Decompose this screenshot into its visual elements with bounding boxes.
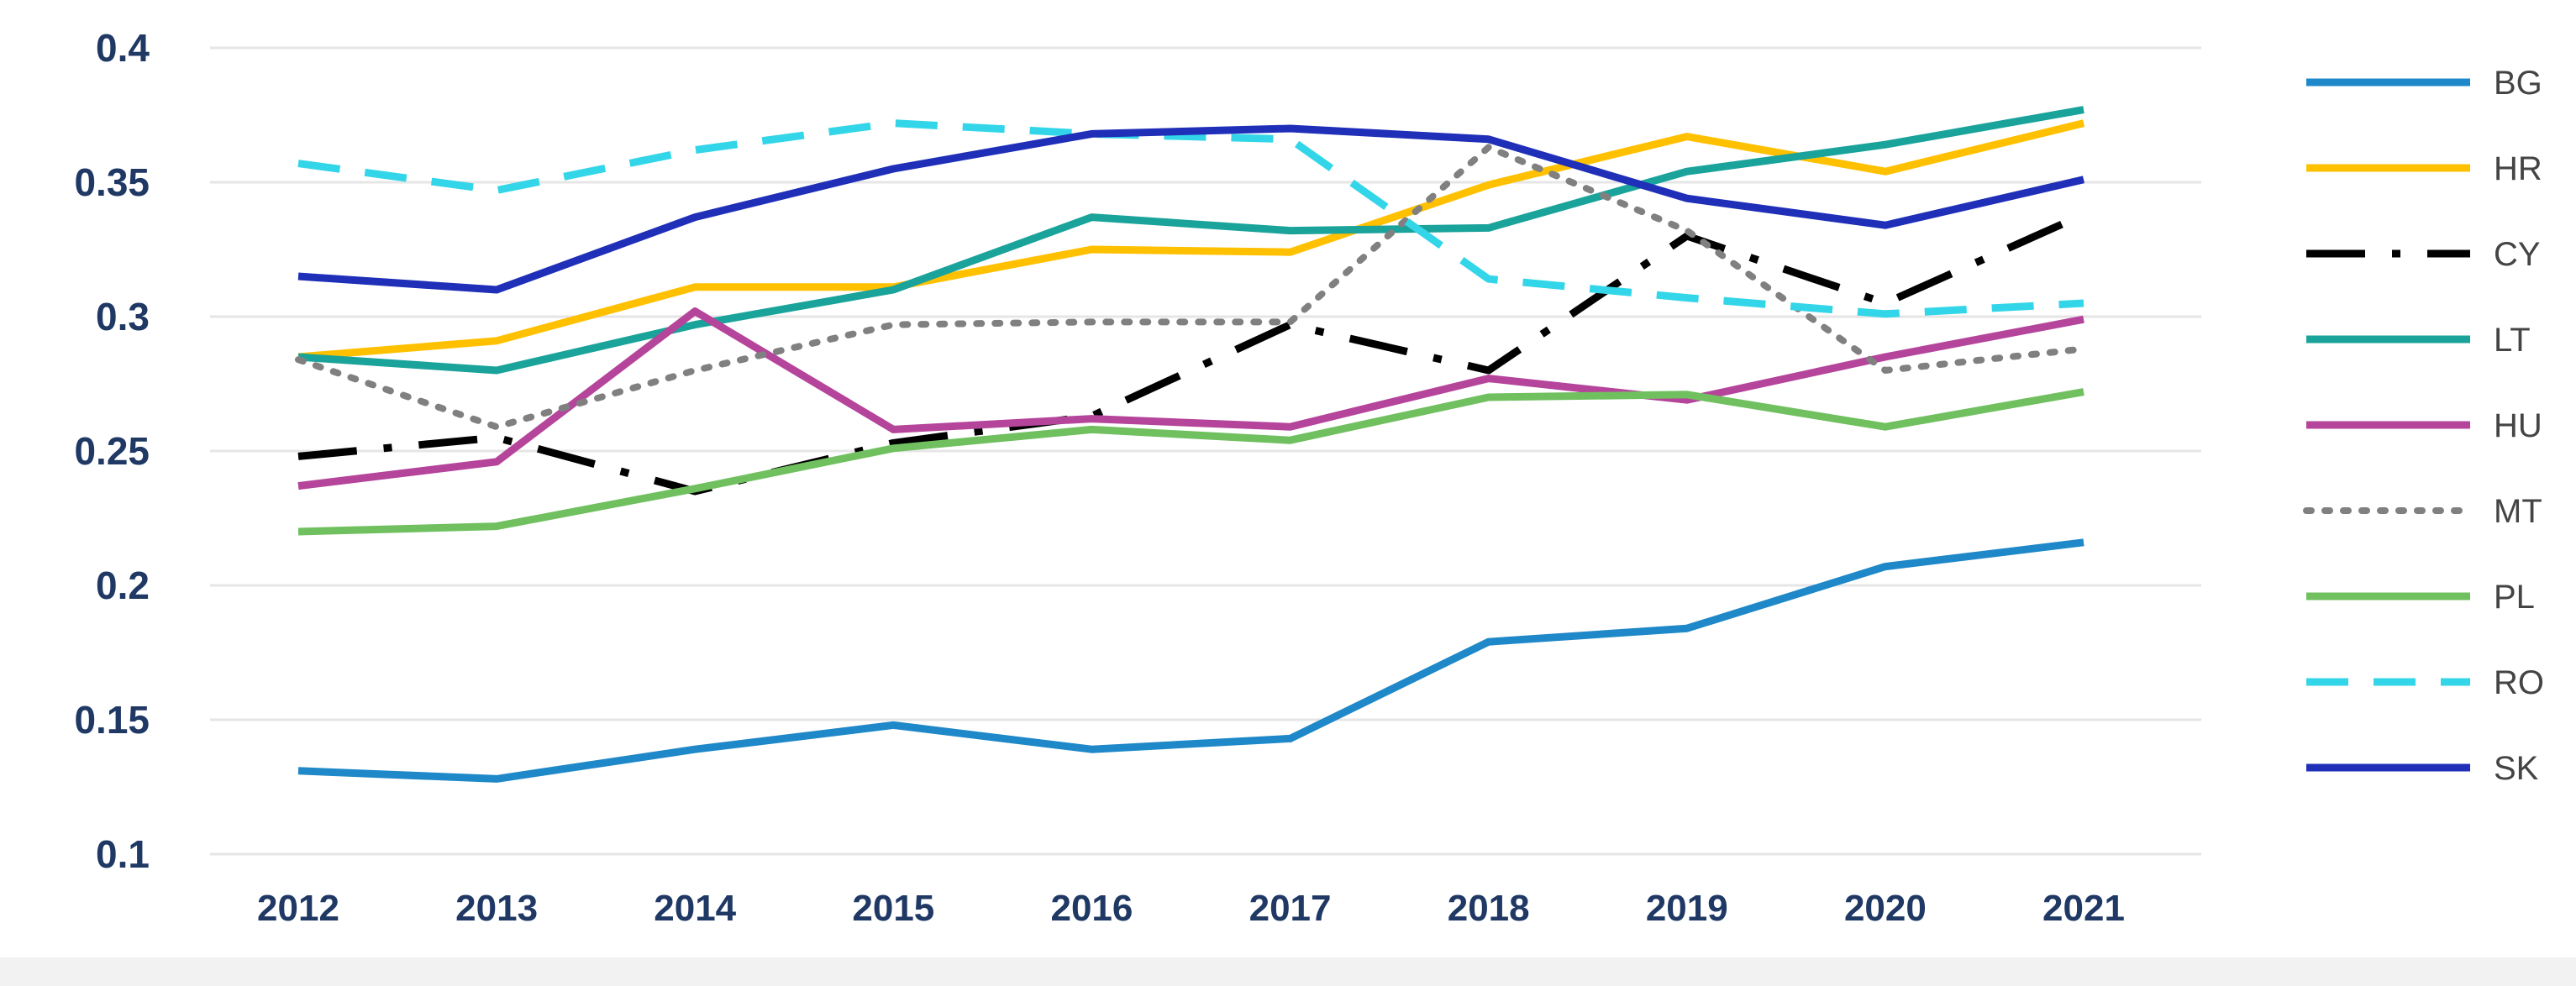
y-tick-label: 0.3 <box>96 295 150 338</box>
y-tick-label: 0.4 <box>96 26 150 70</box>
x-tick-label: 2017 <box>1249 888 1332 929</box>
series-line-hr <box>297 119 2085 361</box>
legend-item-ro: RO <box>2306 664 2544 701</box>
legend-item-sk: SK <box>2306 750 2539 787</box>
x-axis-ticks: 2012 2013 2014 2015 2016 2017 2018 2019 2020 2021 <box>257 888 2125 929</box>
y-tick-label: 0.15 <box>74 698 150 742</box>
legend-item-mt: MT <box>2303 493 2542 530</box>
series-line-bg <box>297 538 2084 783</box>
legend-label: SK <box>2494 750 2539 787</box>
legend-item-cy: CY <box>2306 236 2541 273</box>
legend-item-hu: HU <box>2306 407 2542 444</box>
bottom-band <box>0 957 2576 986</box>
legend-label: RO <box>2494 664 2544 701</box>
legend-label: BG <box>2494 65 2542 102</box>
x-tick-label: 2021 <box>2042 888 2125 929</box>
legend: BG HR CY LT HU MT PL RO SK <box>2303 65 2544 787</box>
legend-label: CY <box>2494 236 2541 273</box>
x-tick-label: 2020 <box>1844 888 1927 929</box>
legend-item-pl: PL <box>2306 579 2535 616</box>
x-tick-label: 2014 <box>654 888 736 929</box>
legend-label: HU <box>2494 407 2542 444</box>
legend-label: HR <box>2494 150 2542 187</box>
x-tick-label: 2013 <box>455 888 538 929</box>
x-tick-label: 2018 <box>1448 888 1530 929</box>
x-tick-label: 2016 <box>1050 888 1133 929</box>
series-line-ro <box>297 119 2084 318</box>
x-tick-label: 2012 <box>257 888 339 929</box>
y-tick-label: 0.2 <box>96 564 150 607</box>
y-axis-ticks: 0.1 0.15 0.2 0.25 0.3 0.35 0.4 <box>74 26 150 876</box>
legend-label: PL <box>2494 579 2535 616</box>
legend-item-lt: LT <box>2306 322 2531 359</box>
series-line-hu <box>297 307 2084 490</box>
series-line-mt <box>295 144 2087 431</box>
x-tick-label: 2019 <box>1646 888 1728 929</box>
y-tick-label: 0.35 <box>74 160 150 204</box>
series-line-pl <box>297 388 2084 536</box>
x-tick-label: 2015 <box>852 888 934 929</box>
series-line-lt <box>297 106 2084 375</box>
y-tick-label: 0.1 <box>96 832 150 876</box>
legend-item-bg: BG <box>2306 65 2542 102</box>
legend-item-hr: HR <box>2306 150 2542 187</box>
series-line-sk <box>297 124 2085 294</box>
legend-label: LT <box>2494 322 2531 359</box>
y-tick-label: 0.25 <box>74 429 150 473</box>
series-lines <box>295 106 2087 783</box>
legend-label: MT <box>2494 493 2542 530</box>
series-line-cy <box>297 211 2085 496</box>
